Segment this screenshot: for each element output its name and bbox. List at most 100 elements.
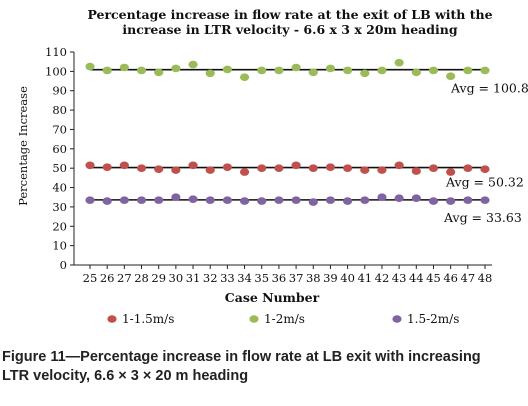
data-point	[222, 163, 232, 172]
x-tick-label: 29	[151, 271, 166, 285]
y-tick-label: 0	[60, 258, 67, 272]
data-point	[154, 165, 164, 173]
data-point	[377, 66, 387, 75]
x-tick-label: 46	[443, 271, 458, 285]
data-point	[205, 196, 215, 204]
data-point	[274, 66, 284, 75]
legend-label: 1-2m/s	[264, 312, 305, 326]
x-tick-label: 25	[83, 271, 98, 285]
y-tick-label: 10	[52, 239, 67, 253]
data-point	[205, 69, 215, 78]
y-tick-label: 40	[52, 181, 67, 195]
data-point	[102, 66, 112, 75]
data-point	[102, 197, 112, 205]
data-point	[463, 196, 473, 204]
legend-marker	[107, 315, 117, 323]
data-point	[308, 198, 318, 206]
x-tick-label: 26	[100, 271, 115, 285]
x-tick-label: 36	[272, 271, 287, 285]
data-point	[239, 73, 250, 81]
legend-label: 1.5-2m/s	[407, 312, 459, 326]
data-point	[463, 164, 473, 172]
data-point	[171, 64, 181, 73]
data-point	[308, 68, 318, 77]
y-tick-label: 90	[52, 84, 67, 98]
data-point	[119, 161, 129, 170]
data-point	[411, 167, 421, 175]
data-point	[222, 196, 232, 204]
x-tick-label: 44	[409, 271, 424, 285]
data-point	[136, 164, 147, 172]
data-point	[136, 66, 147, 75]
data-point	[360, 166, 370, 174]
data-point	[394, 161, 404, 170]
data-point	[480, 66, 490, 75]
data-point	[257, 197, 267, 205]
y-tick-label: 20	[52, 219, 67, 233]
x-tick-label: 41	[357, 271, 372, 285]
data-point	[239, 197, 250, 205]
data-point	[394, 58, 404, 67]
x-tick-label: 30	[169, 271, 184, 285]
data-point	[411, 194, 421, 202]
data-point	[325, 64, 336, 73]
legend-label: 1-1.5m/s	[122, 312, 174, 326]
data-point	[446, 197, 456, 205]
data-point	[428, 164, 439, 172]
data-point	[291, 196, 301, 204]
x-tick-label: 31	[186, 271, 201, 285]
data-point	[463, 66, 473, 75]
x-tick-label: 27	[117, 271, 132, 285]
y-axis-label: Percentage Increase	[16, 86, 30, 206]
data-point	[274, 196, 284, 204]
data-point	[274, 164, 284, 172]
y-tick-label: 30	[52, 200, 67, 214]
data-point	[205, 166, 215, 174]
data-point	[291, 161, 301, 170]
data-point	[325, 163, 336, 172]
average-label: Avg = 50.32	[445, 175, 524, 190]
data-point	[136, 196, 147, 204]
data-point	[394, 194, 404, 202]
data-point	[85, 62, 95, 71]
x-tick-label: 42	[375, 271, 390, 285]
x-tick-label: 38	[306, 271, 321, 285]
x-tick-label: 28	[134, 271, 149, 285]
x-tick-label: 40	[340, 271, 355, 285]
data-point	[446, 168, 456, 176]
data-point	[239, 168, 250, 176]
data-point	[85, 161, 95, 170]
x-tick-label: 37	[289, 271, 304, 285]
data-point	[360, 196, 370, 204]
y-tick-label: 70	[52, 122, 67, 136]
data-point	[222, 65, 232, 74]
data-point	[85, 196, 95, 204]
data-point	[325, 196, 336, 204]
data-point	[480, 196, 490, 204]
data-point	[188, 195, 198, 203]
data-point	[428, 66, 439, 75]
data-point	[377, 193, 387, 202]
chart-title-line-2: increase in LTR velocity - 6.6 x 3 x 20m…	[122, 22, 457, 37]
y-tick-label: 80	[52, 103, 67, 117]
y-tick-label: 110	[45, 45, 67, 59]
chart-title-line-1: Percentage increase in flow rate at the …	[87, 7, 492, 22]
x-tick-label: 35	[254, 271, 269, 285]
data-point	[480, 165, 490, 173]
data-point	[171, 166, 181, 174]
data-point	[119, 63, 129, 72]
y-tick-label: 50	[52, 161, 67, 175]
data-point	[257, 164, 267, 172]
average-label: Avg = 33.63	[443, 210, 522, 225]
figure-caption: Figure 11—Percentage increase in flow ra…	[2, 348, 522, 386]
data-point	[188, 161, 198, 170]
x-tick-label: 33	[220, 271, 235, 285]
data-point	[343, 197, 353, 205]
data-point	[308, 164, 318, 172]
data-point	[377, 166, 387, 174]
data-point	[411, 68, 421, 77]
x-tick-label: 43	[392, 271, 407, 285]
x-tick-label: 48	[478, 271, 493, 285]
